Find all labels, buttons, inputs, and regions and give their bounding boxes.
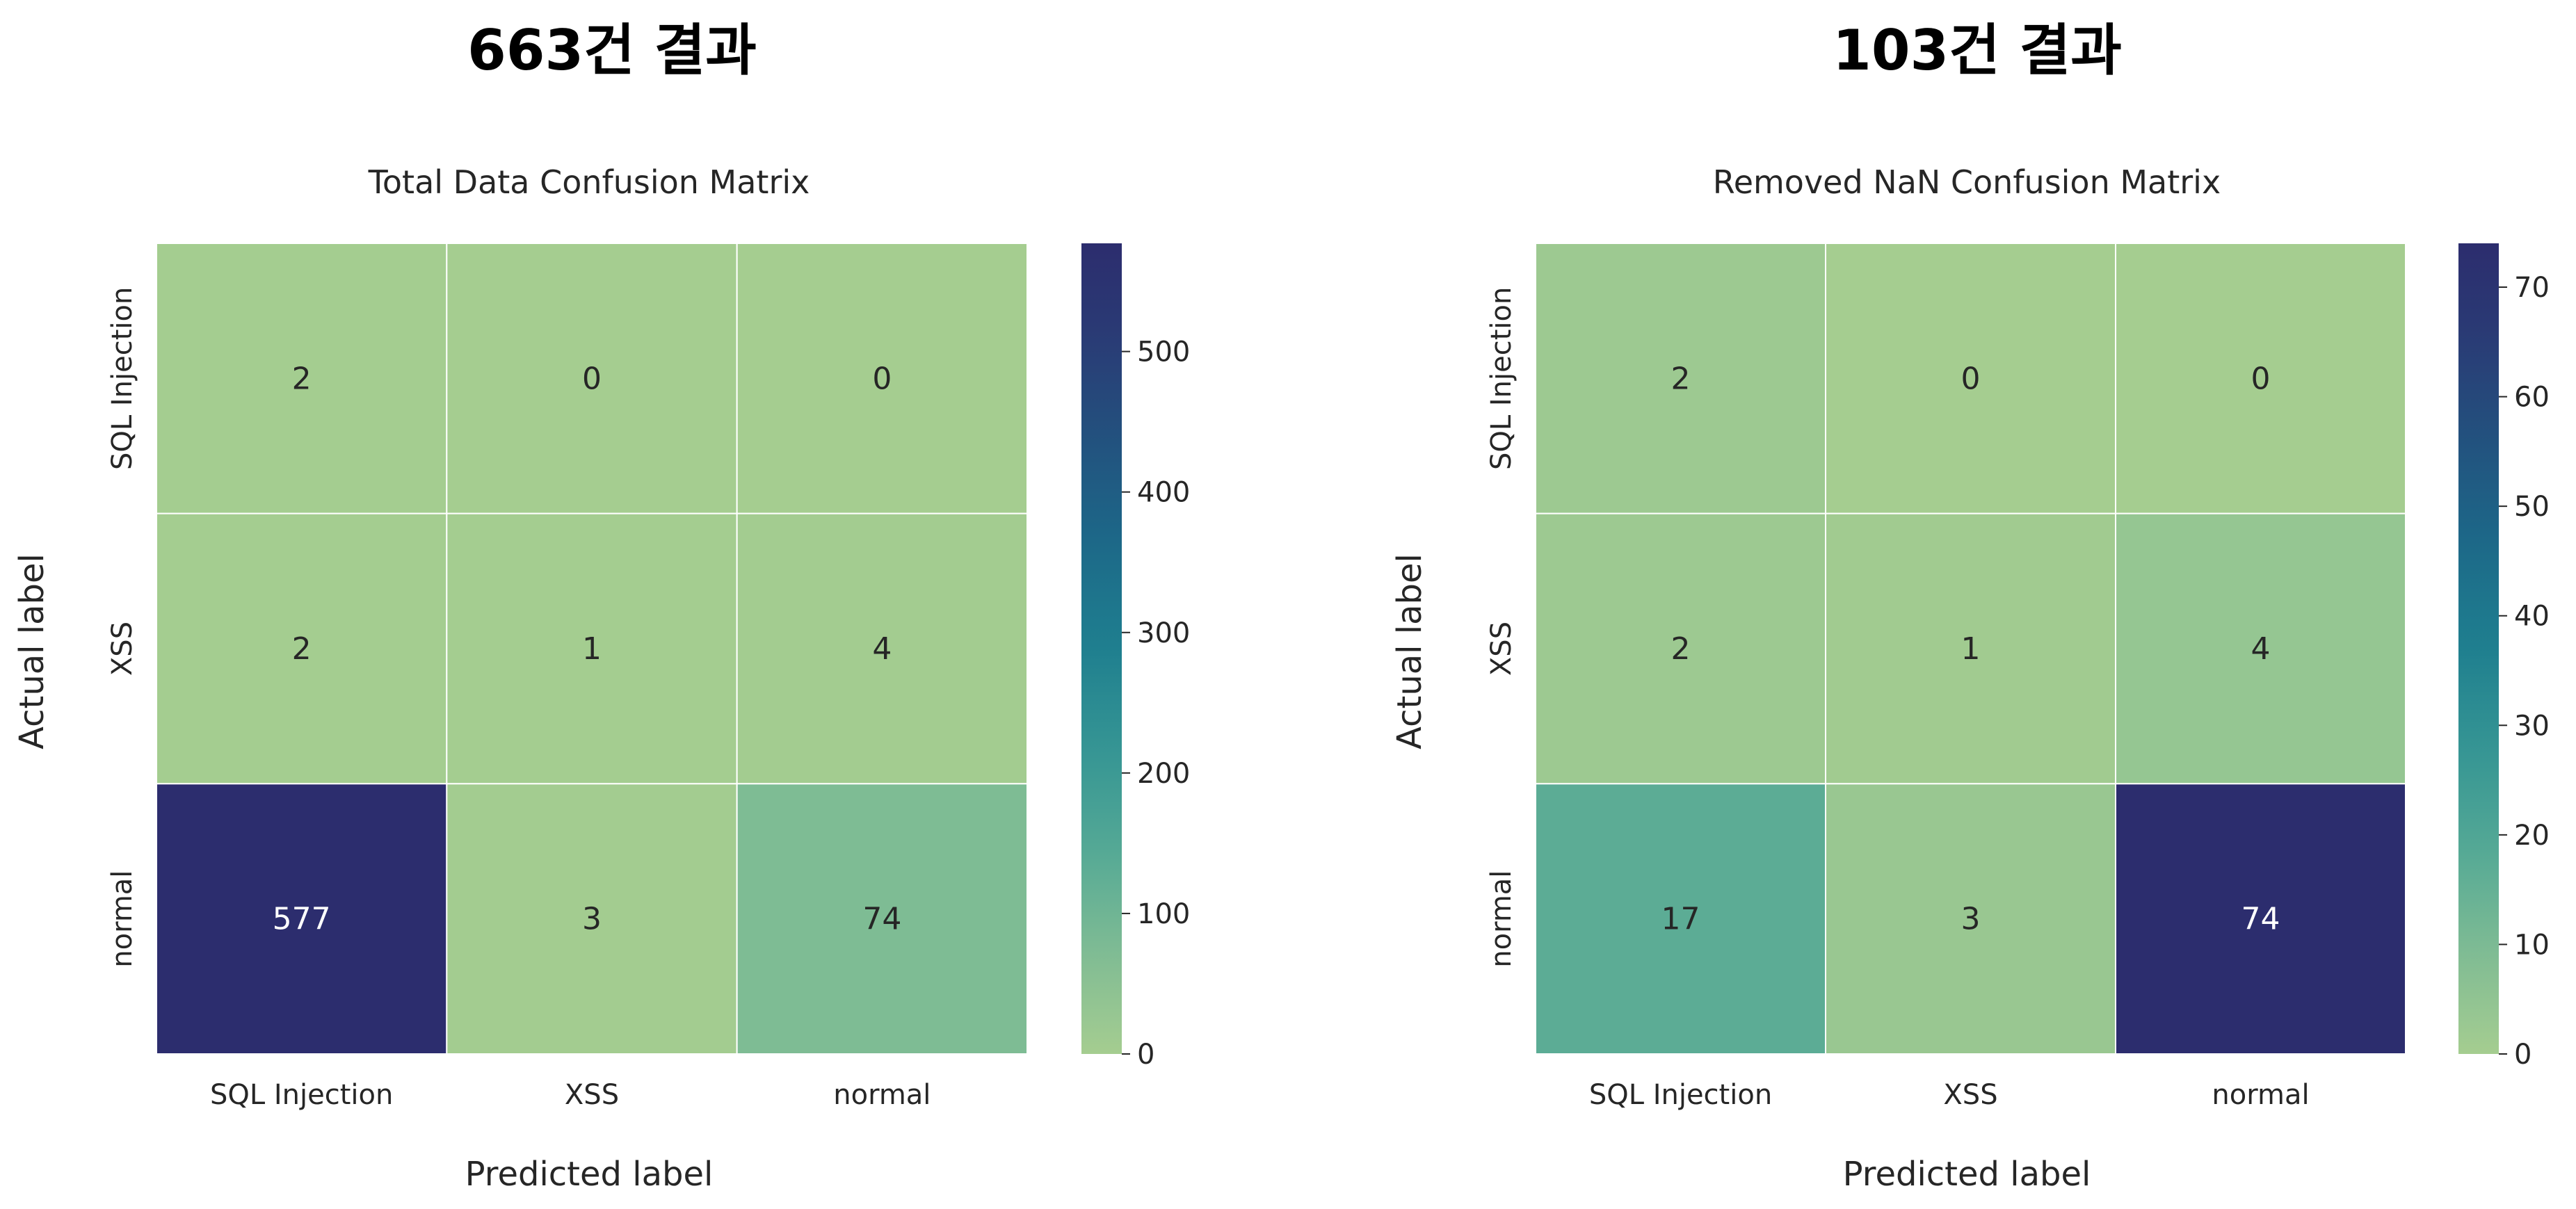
total-cell-value: 4 bbox=[872, 631, 892, 667]
total-cell-xss-sql-injection bbox=[156, 512, 448, 785]
removed-cell-value: 1 bbox=[1961, 631, 1981, 667]
panel-total-x-ticks: SQL Injection XSS normal bbox=[210, 1079, 931, 1111]
removed-cell-normal-normal bbox=[2115, 783, 2406, 1055]
removed-colorbar-tick-label: 0 bbox=[2514, 1039, 2531, 1071]
total-cell-xss-normal bbox=[736, 512, 1028, 785]
total-colorbar-tick-label: 200 bbox=[1137, 758, 1190, 790]
removed-ytick-xss: XSS bbox=[1486, 622, 1518, 676]
total-cell-value: 577 bbox=[273, 902, 331, 937]
removed-colorbar-tick-label: 10 bbox=[2514, 929, 2550, 961]
panel-removed-title: Removed NaN Confusion Matrix bbox=[1713, 163, 2221, 201]
removed-ytick-normal: normal bbox=[1486, 870, 1518, 968]
removed-cell-value: 0 bbox=[2251, 361, 2271, 396]
removed-cell-xss-xss bbox=[1825, 512, 2116, 785]
total-colorbar-tick-label: 500 bbox=[1137, 336, 1190, 368]
removed-cell-sql-injection-sql-injection bbox=[1535, 243, 1826, 514]
removed-cell-sql-injection-xss bbox=[1825, 243, 2116, 514]
total-cell-value: 2 bbox=[292, 361, 312, 396]
removed-cell-xss-normal bbox=[2115, 512, 2406, 785]
removed-cell-value: 74 bbox=[2241, 902, 2280, 937]
panel-total: 663건 결과 Total Data Confusion Matrix 2 0 02… bbox=[13, 18, 1190, 1194]
panel-removed-x-ticks: SQL Injection XSS normal bbox=[1589, 1079, 2310, 1111]
removed-ytick-sql-injection: SQL Injection bbox=[1486, 287, 1518, 470]
total-cell-value: 2 bbox=[292, 631, 312, 667]
removed-xtick-sql-injection: SQL Injection bbox=[1589, 1079, 1772, 1111]
total-cell-xss-xss bbox=[446, 512, 738, 785]
removed-colorbar-tick-label: 70 bbox=[2514, 272, 2550, 304]
total-xtick-sql-injection: SQL Injection bbox=[210, 1079, 393, 1111]
removed-cell-value: 3 bbox=[1961, 902, 1981, 937]
panel-removed-heatmap: 2 0 0 2 1 4 17 3 74 bbox=[1535, 243, 2406, 1055]
total-cell-normal-xss bbox=[446, 783, 738, 1055]
panel-removed-y-ticks: SQL Injection XSS normal bbox=[1486, 287, 1518, 968]
total-cell-sql-injection-xss bbox=[446, 243, 738, 514]
removed-colorbar-tick-label: 20 bbox=[2514, 820, 2550, 852]
panel-total-heatmap: 2 0 0 2 1 4 577 3 74 bbox=[156, 243, 1028, 1055]
total-ytick-sql-injection: SQL Injection bbox=[106, 287, 138, 470]
total-cell-value: 74 bbox=[862, 902, 901, 937]
removed-cell-sql-injection-normal bbox=[2115, 243, 2406, 514]
total-xtick-xss: XSS bbox=[565, 1079, 619, 1111]
panel-total-y-ticks: SQL Injection XSS normal bbox=[106, 287, 138, 968]
total-ytick-normal: normal bbox=[106, 870, 138, 968]
panel-removed-suptitle: 103건 결과 bbox=[1833, 18, 2122, 83]
total-cell-value: 0 bbox=[582, 361, 602, 396]
panel-removed-colorbar: 0 10 20 30 40 50 60 70 bbox=[2458, 243, 2550, 1071]
removed-cell-value: 2 bbox=[1671, 361, 1691, 396]
removed-cell-value: 0 bbox=[1961, 361, 1981, 396]
removed-xtick-normal: normal bbox=[2212, 1079, 2309, 1111]
total-cell-normal-normal bbox=[736, 783, 1028, 1055]
removed-cell-value: 2 bbox=[1671, 631, 1691, 667]
panel-total-xlabel: Predicted label bbox=[465, 1155, 714, 1194]
total-cell-sql-injection-normal bbox=[736, 243, 1028, 514]
total-colorbar-tick-label: 100 bbox=[1137, 898, 1190, 930]
panel-removed-ylabel: Actual label bbox=[1390, 553, 1429, 749]
removed-colorbar-gradient bbox=[2458, 243, 2499, 1054]
removed-colorbar-tick-label: 40 bbox=[2514, 601, 2550, 633]
removed-xtick-xss: XSS bbox=[1943, 1079, 1997, 1111]
panel-total-colorbar: 0 100 200 300 400 500 bbox=[1081, 243, 1190, 1071]
total-colorbar-tick-label: 0 bbox=[1137, 1039, 1154, 1071]
total-cell-normal-sql-injection bbox=[156, 783, 448, 1055]
panel-total-title: Total Data Confusion Matrix bbox=[368, 163, 810, 201]
removed-cell-value: 17 bbox=[1661, 902, 1700, 937]
panel-removed-xlabel: Predicted label bbox=[1843, 1155, 2091, 1194]
removed-cell-normal-xss bbox=[1825, 783, 2116, 1055]
removed-colorbar-tick-label: 30 bbox=[2514, 710, 2550, 742]
panel-total-ylabel: Actual label bbox=[13, 553, 51, 749]
total-xtick-normal: normal bbox=[833, 1079, 931, 1111]
removed-colorbar-tick-label: 60 bbox=[2514, 382, 2550, 414]
total-colorbar-tick-label: 400 bbox=[1137, 477, 1190, 509]
total-colorbar-gradient bbox=[1081, 243, 1122, 1054]
removed-cell-xss-sql-injection bbox=[1535, 512, 1826, 785]
total-cell-value: 0 bbox=[872, 361, 892, 396]
removed-cell-value: 4 bbox=[2251, 631, 2271, 667]
removed-colorbar-tick-label: 50 bbox=[2514, 491, 2550, 523]
panel-total-suptitle: 663건 결과 bbox=[467, 18, 757, 83]
total-cell-value: 1 bbox=[582, 631, 602, 667]
total-cell-sql-injection-sql-injection bbox=[156, 243, 448, 514]
total-ytick-xss: XSS bbox=[106, 622, 138, 676]
total-colorbar-tick-label: 300 bbox=[1137, 617, 1190, 649]
total-cell-value: 3 bbox=[582, 902, 602, 937]
